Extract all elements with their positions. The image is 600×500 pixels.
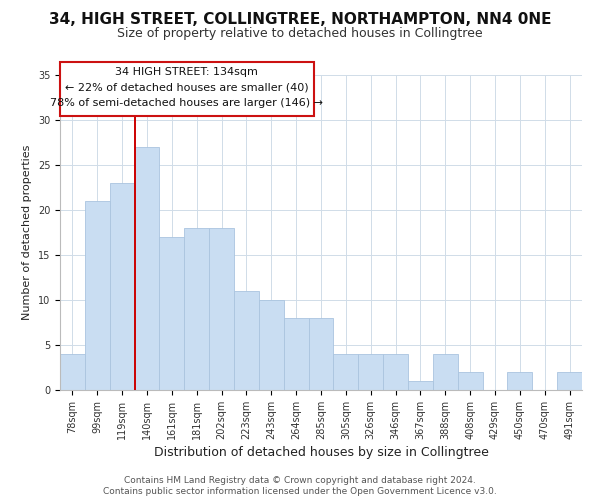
Text: ← 22% of detached houses are smaller (40): ← 22% of detached houses are smaller (40… <box>65 82 308 92</box>
Bar <box>259 300 284 390</box>
Bar <box>408 381 433 390</box>
Text: Contains public sector information licensed under the Open Government Licence v3: Contains public sector information licen… <box>103 487 497 496</box>
Bar <box>458 372 482 390</box>
Text: Contains HM Land Registry data © Crown copyright and database right 2024.: Contains HM Land Registry data © Crown c… <box>124 476 476 485</box>
Bar <box>160 237 184 390</box>
Text: Size of property relative to detached houses in Collingtree: Size of property relative to detached ho… <box>117 28 483 40</box>
FancyBboxPatch shape <box>60 62 314 116</box>
Bar <box>508 372 532 390</box>
Bar <box>308 318 334 390</box>
Bar <box>209 228 234 390</box>
Bar <box>110 183 134 390</box>
Bar <box>358 354 383 390</box>
Bar <box>334 354 358 390</box>
Bar <box>433 354 458 390</box>
Bar <box>134 147 160 390</box>
Text: 34 HIGH STREET: 134sqm: 34 HIGH STREET: 134sqm <box>115 68 258 78</box>
X-axis label: Distribution of detached houses by size in Collingtree: Distribution of detached houses by size … <box>154 446 488 459</box>
Bar <box>557 372 582 390</box>
Bar <box>383 354 408 390</box>
Text: 34, HIGH STREET, COLLINGTREE, NORTHAMPTON, NN4 0NE: 34, HIGH STREET, COLLINGTREE, NORTHAMPTO… <box>49 12 551 28</box>
Y-axis label: Number of detached properties: Number of detached properties <box>22 145 32 320</box>
Bar <box>60 354 85 390</box>
Bar <box>234 291 259 390</box>
Bar <box>284 318 308 390</box>
Bar <box>85 201 110 390</box>
Bar <box>184 228 209 390</box>
Text: 78% of semi-detached houses are larger (146) →: 78% of semi-detached houses are larger (… <box>50 98 323 108</box>
